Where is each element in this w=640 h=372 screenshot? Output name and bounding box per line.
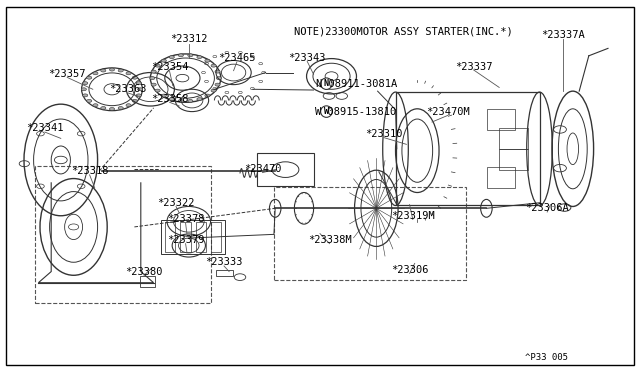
Text: *23319M: *23319M [391,211,435,221]
Circle shape [151,83,156,86]
Circle shape [126,104,131,107]
Circle shape [118,106,124,109]
Circle shape [215,70,220,73]
Circle shape [155,64,160,67]
Circle shape [136,82,141,85]
Circle shape [179,99,184,102]
Text: *23379: *23379 [167,235,204,245]
Bar [211,222,221,252]
Text: *23338M: *23338M [308,235,351,245]
Text: *23470: *23470 [244,164,281,174]
Bar [165,222,175,252]
Circle shape [161,59,166,62]
Circle shape [83,82,88,85]
Circle shape [205,59,210,62]
Text: *23312: *23312 [170,34,207,44]
Circle shape [205,94,210,97]
Text: *23306: *23306 [391,265,428,275]
Text: *23310: *23310 [365,129,403,139]
Circle shape [83,94,88,97]
Circle shape [197,56,202,59]
Text: *23378: *23378 [167,215,204,224]
Text: *23306A: *23306A [525,203,569,213]
Circle shape [100,106,106,109]
Circle shape [132,76,138,79]
Text: *23358: *23358 [151,94,188,103]
Text: ^P33 005: ^P33 005 [525,353,568,362]
Circle shape [109,68,115,71]
Text: N: N [324,79,329,88]
Text: NOTE)23300MOTOR ASSY STARTER(INC.*): NOTE)23300MOTOR ASSY STARTER(INC.*) [294,27,513,36]
Circle shape [197,97,202,100]
Text: *23357: *23357 [49,70,86,79]
Circle shape [126,72,131,75]
Text: W 08915-13810: W 08915-13810 [315,107,396,116]
Circle shape [100,69,106,72]
Circle shape [211,89,216,92]
Text: *23333: *23333 [205,257,243,267]
Circle shape [93,104,98,107]
Text: N 08911-3081A: N 08911-3081A [317,79,397,89]
Circle shape [179,54,184,57]
Bar [35,166,211,303]
Circle shape [136,94,141,97]
Circle shape [86,76,92,79]
Bar [396,92,540,205]
Bar [487,167,515,188]
Circle shape [188,54,193,57]
Circle shape [93,72,98,75]
Circle shape [211,64,216,67]
Bar [161,220,225,254]
Circle shape [161,94,166,97]
Circle shape [81,88,86,91]
Text: *23354: *23354 [151,62,188,72]
Circle shape [188,99,193,102]
Text: *23363: *23363 [109,84,147,94]
Text: *23318: *23318 [71,166,108,176]
Circle shape [151,70,156,73]
Bar [499,128,527,149]
Circle shape [169,56,174,59]
Circle shape [155,89,160,92]
Text: W: W [324,107,329,116]
Bar [274,187,466,280]
Text: *23322: *23322 [157,198,195,208]
Text: *23337A: *23337A [541,31,585,40]
Text: *23380: *23380 [125,267,163,276]
Bar [216,270,233,276]
Circle shape [216,77,221,80]
Bar [140,276,155,287]
Bar [257,153,314,186]
Circle shape [169,97,174,100]
Circle shape [138,88,143,91]
Circle shape [150,77,155,80]
Text: *23341: *23341 [26,124,63,133]
Bar [196,222,206,252]
Text: *23465: *23465 [218,53,255,62]
Circle shape [109,108,115,110]
Bar [180,222,191,252]
Text: *23470M: *23470M [426,107,470,116]
Text: *23343: *23343 [289,53,326,62]
Circle shape [132,99,138,102]
Circle shape [215,83,220,86]
Text: *23337: *23337 [455,62,492,72]
Bar [487,109,515,130]
Bar [499,149,527,170]
Circle shape [86,99,92,102]
Circle shape [118,69,124,72]
